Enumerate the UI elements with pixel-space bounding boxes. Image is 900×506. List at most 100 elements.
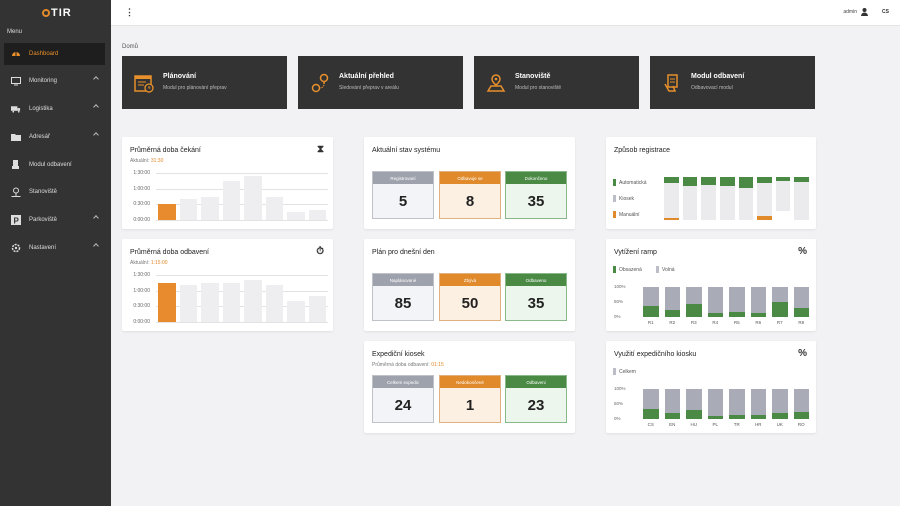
card-current: Aktuální: 1:15:00 bbox=[130, 260, 168, 266]
truck-icon bbox=[11, 104, 21, 114]
chart-bar-segment bbox=[682, 177, 698, 187]
percent-icon[interactable]: % bbox=[798, 348, 807, 359]
legend-occupied: Obsazená bbox=[613, 266, 642, 273]
folder-icon bbox=[11, 132, 21, 142]
card-system-state: Aktuální stav systému Registrovaní 5 Odba… bbox=[364, 137, 575, 229]
grid-line bbox=[156, 188, 328, 190]
x-tick-label: R4 bbox=[712, 320, 719, 325]
x-tick-label: UK bbox=[776, 422, 783, 427]
chart-bar-value bbox=[643, 408, 659, 419]
chevron-up-icon[interactable] bbox=[93, 215, 99, 221]
dashboard-icon bbox=[11, 49, 21, 59]
y-tick-label: 0:30:00 bbox=[133, 303, 150, 310]
chart-bar-segment bbox=[701, 177, 716, 185]
sidebar-item-logistika[interactable]: Logistika bbox=[4, 98, 105, 120]
chart-bar-bg bbox=[729, 287, 745, 317]
user-icon[interactable] bbox=[861, 8, 868, 16]
chart-bar-value bbox=[664, 310, 680, 317]
card-ramps: Vytížení ramp % Obsazená Volná 100% 50% 0%… bbox=[606, 239, 816, 331]
chart-bar bbox=[244, 175, 262, 220]
chart-bar-segment bbox=[682, 186, 698, 220]
grid-line bbox=[156, 290, 328, 292]
card-title: Průměrná doba odbavení bbox=[130, 249, 209, 256]
grid-line bbox=[156, 220, 328, 221]
language-switch[interactable]: CS bbox=[882, 9, 889, 15]
hourglass-icon[interactable]: ⧗ bbox=[316, 144, 324, 155]
chart-bar-bg bbox=[750, 287, 766, 317]
module-planovani[interactable]: Plánování Modul pro plánování přeprav bbox=[122, 56, 287, 109]
chart-bar-value bbox=[686, 303, 702, 317]
current-value: 31:30 bbox=[150, 158, 164, 164]
tile-value: 24 bbox=[394, 397, 412, 414]
legend-label: Volná bbox=[662, 266, 675, 273]
map-icon bbox=[486, 74, 506, 92]
chart-bar-segment bbox=[757, 215, 772, 220]
stopwatch-icon[interactable]: ⏱ bbox=[316, 246, 324, 257]
grid-line bbox=[156, 173, 328, 174]
hand-doc-icon bbox=[664, 74, 678, 92]
chevron-up-icon[interactable] bbox=[93, 104, 99, 110]
chart-bar bbox=[222, 180, 240, 220]
tile-dispatched[interactable]: Odbaveno 35 bbox=[505, 273, 567, 321]
chart-bar bbox=[308, 295, 326, 322]
y-tick-label: 1:30:00 bbox=[133, 170, 150, 176]
tile-total-expeditions[interactable]: Celkem expedic 24 bbox=[372, 375, 434, 423]
card-title: Vytížení ramp bbox=[614, 249, 657, 256]
app-logo[interactable]: TIR bbox=[42, 7, 72, 19]
chart-bar bbox=[179, 199, 197, 220]
sidebar-item-label: Modul odbavení bbox=[29, 162, 72, 168]
x-tick-label: RO bbox=[797, 422, 805, 427]
legend-label: Manuální bbox=[619, 211, 640, 218]
x-tick-label: R3 bbox=[690, 320, 697, 325]
module-title: Modul odbavení bbox=[691, 73, 745, 80]
chart-bar-bg bbox=[664, 389, 680, 419]
tile-registered[interactable]: Registrovaní 5 bbox=[372, 171, 434, 219]
module-title: Plánování bbox=[163, 73, 197, 80]
sidebar-item-dashboard[interactable]: Dashboard bbox=[4, 43, 105, 65]
sidebar-item-adresar[interactable]: Adresář bbox=[4, 126, 105, 148]
card-title: Expediční kiosek bbox=[372, 351, 425, 358]
legend-label: Automatická bbox=[619, 179, 647, 186]
tile-unfinished[interactable]: Nedokončené 1 bbox=[439, 375, 501, 423]
chart-bar-value bbox=[707, 313, 723, 317]
chart-bar-bg bbox=[772, 389, 788, 419]
module-aktualni-prehled[interactable]: Aktuální přehled Sledování přeprav v are… bbox=[298, 56, 463, 109]
tile-value: 1 bbox=[465, 397, 475, 414]
tile-processing[interactable]: Odbavuje se 8 bbox=[439, 171, 501, 219]
current-value: 01:15 bbox=[431, 362, 444, 368]
chart-bar-segment bbox=[664, 217, 679, 220]
module-modul-odbaveni[interactable]: Modul odbavení Odbavovací modul bbox=[650, 56, 815, 109]
legend-total: Celkem bbox=[613, 368, 636, 375]
current-label: Aktuální: bbox=[130, 260, 150, 266]
grid-line bbox=[156, 275, 328, 276]
registration-chart bbox=[606, 137, 816, 229]
chart-bar-segment bbox=[719, 177, 735, 186]
chart-bar-segment bbox=[738, 177, 754, 188]
tile-completed[interactable]: Dokončeno 35 bbox=[505, 171, 567, 219]
legend-manual: Manuální bbox=[613, 211, 640, 218]
sidebar-item-nastaveni[interactable]: Nastavení bbox=[4, 237, 105, 259]
sidebar-item-parkoviste[interactable]: P Parkoviště bbox=[4, 209, 105, 231]
tile-value: 35 bbox=[527, 295, 545, 312]
chevron-up-icon[interactable] bbox=[93, 243, 99, 249]
more-vert-icon[interactable]: ⋮ bbox=[125, 7, 134, 17]
tile-remaining[interactable]: Zbývá 50 bbox=[439, 273, 501, 321]
module-stanoviste[interactable]: Stanoviště Modul pro stanoviště bbox=[474, 56, 639, 109]
chart-bar-bg bbox=[729, 389, 745, 419]
tile-planned[interactable]: Naplánované 85 bbox=[372, 273, 434, 321]
chevron-up-icon[interactable] bbox=[93, 76, 99, 82]
chevron-up-icon[interactable] bbox=[93, 132, 99, 138]
sidebar-item-stanoviste[interactable]: Stanoviště bbox=[4, 181, 105, 203]
card-title: Plán pro dnešní den bbox=[372, 249, 435, 256]
tile-dispatched-kiosk[interactable]: Odbaveni 23 bbox=[505, 375, 567, 423]
card-current: Aktuální: 31:30 bbox=[130, 158, 163, 164]
user-name[interactable]: admin bbox=[843, 9, 857, 15]
percent-icon[interactable]: % bbox=[798, 246, 807, 257]
sidebar-item-label: Nastavení bbox=[29, 245, 57, 251]
sidebar-item-monitoring[interactable]: Monitoring bbox=[4, 70, 105, 92]
sidebar-item-modul-odbaveni[interactable]: Modul odbavení bbox=[4, 154, 105, 176]
breadcrumb[interactable]: Domů bbox=[122, 44, 139, 50]
calendar-icon bbox=[134, 75, 154, 93]
card-wait-time: Průměrná doba čekání Aktuální: 31:30 ⧗ 1… bbox=[122, 137, 333, 229]
wait-chart: 1:30:00 1:00:00 0:30:00 0:00:00 bbox=[122, 137, 333, 229]
